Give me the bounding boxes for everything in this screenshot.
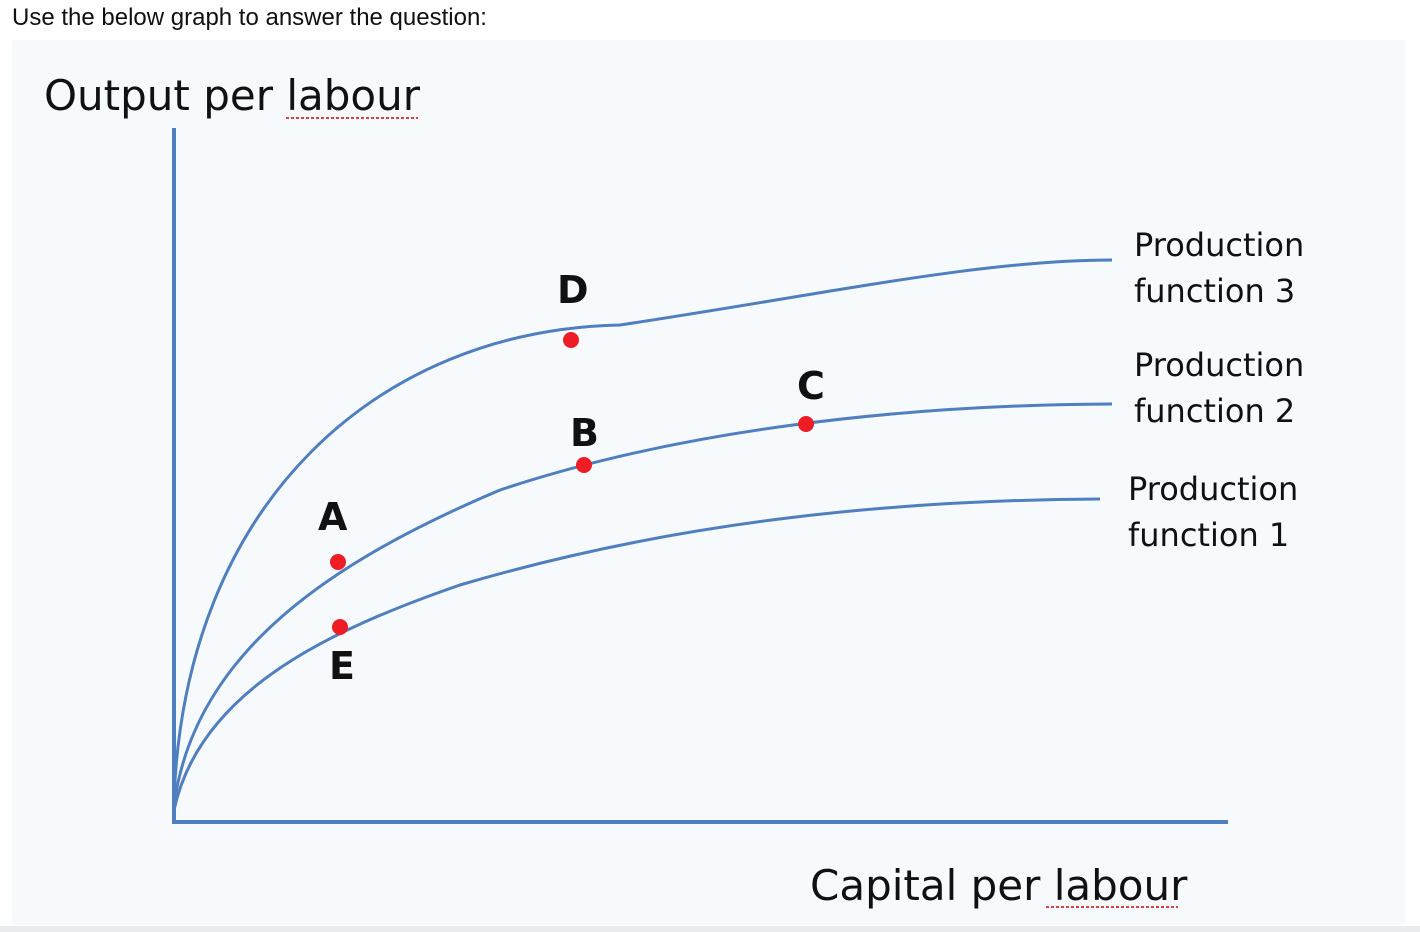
point-e-marker	[332, 619, 348, 635]
point-a-marker	[330, 554, 346, 570]
point-c-marker	[798, 416, 814, 432]
diagram-panel	[12, 40, 1405, 925]
point-b-marker	[576, 457, 592, 473]
production-function-1-curve	[172, 497, 1101, 811]
x-axis-title: Capital per labour	[810, 861, 1188, 910]
production-function-1-label-line2: function 1	[1128, 516, 1289, 554]
y-axis-title: Output per labour	[44, 71, 421, 120]
production-function-1-label-line1: Production	[1128, 470, 1298, 508]
point-d-marker	[563, 332, 579, 348]
production-function-2-curve	[172, 402, 1113, 806]
production-function-2-label-line1: Production	[1134, 346, 1304, 384]
production-function-3-label-line1: Production	[1134, 226, 1304, 264]
bottom-divider	[0, 926, 1420, 932]
question-text: Use the below graph to answer the questi…	[12, 4, 487, 31]
point-c-label: C	[797, 364, 825, 408]
point-e-label: E	[329, 644, 355, 688]
point-a-label: A	[318, 495, 348, 539]
point-d-label: D	[557, 268, 589, 312]
point-b-label: B	[570, 411, 599, 455]
production-function-2-label-line2: function 2	[1134, 392, 1295, 430]
production-function-3-curve	[172, 258, 1113, 801]
production-function-3-label-line2: function 3	[1134, 272, 1295, 310]
